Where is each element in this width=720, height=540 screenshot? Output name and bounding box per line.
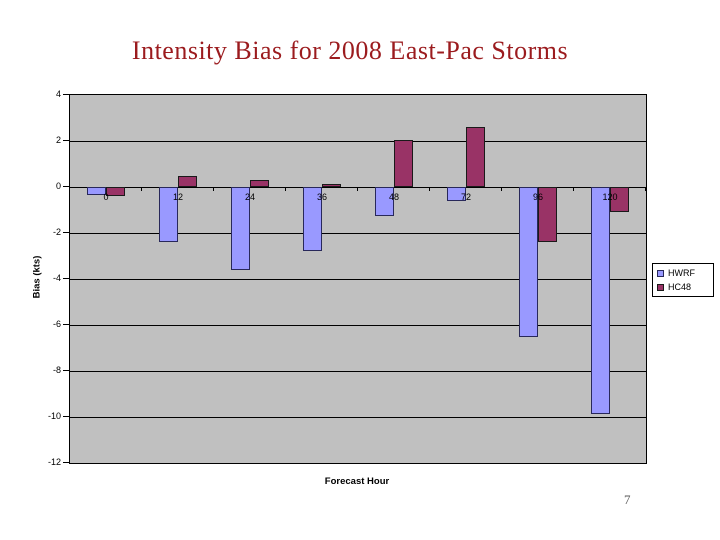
x-tick-label: 96 bbox=[532, 192, 543, 202]
y-tick-label: -12 bbox=[47, 457, 61, 467]
x-tick-label: 36 bbox=[316, 192, 327, 202]
y-tick-label: 4 bbox=[55, 89, 61, 99]
chart-legend: HWRF HC48 bbox=[652, 263, 714, 297]
y-axis-tick bbox=[63, 278, 69, 279]
hc48-swatch-icon bbox=[657, 284, 664, 291]
bar-hc48-12 bbox=[178, 175, 197, 187]
x-axis-tick bbox=[285, 187, 286, 191]
bar-hwrf-48 bbox=[375, 187, 394, 216]
x-axis-tick bbox=[573, 187, 574, 191]
legend-label: HWRF bbox=[668, 268, 695, 278]
bar-hwrf-0 bbox=[87, 187, 106, 196]
bar-hc48-96 bbox=[538, 187, 557, 243]
gridline bbox=[70, 141, 646, 142]
y-axis-tick bbox=[63, 94, 69, 95]
y-tick-label: 2 bbox=[55, 135, 61, 145]
x-tick-label: 72 bbox=[460, 192, 471, 202]
bar-hwrf-96 bbox=[519, 187, 538, 337]
legend-item-hc48: HC48 bbox=[657, 282, 711, 293]
gridline bbox=[70, 187, 646, 188]
x-axis-tick bbox=[429, 187, 430, 191]
gridline bbox=[70, 417, 646, 418]
y-axis-tick bbox=[63, 140, 69, 141]
y-tick-label: -10 bbox=[47, 411, 61, 421]
bar-hc48-24 bbox=[250, 180, 269, 187]
bar-hc48-48 bbox=[394, 139, 413, 187]
x-axis-tick bbox=[501, 187, 502, 191]
y-axis-tick bbox=[63, 186, 69, 187]
bar-hwrf-36 bbox=[303, 187, 322, 252]
bar-hwrf-120 bbox=[591, 187, 610, 414]
x-axis-tick bbox=[69, 187, 70, 191]
x-axis-tick bbox=[357, 187, 358, 191]
gridline bbox=[70, 325, 646, 326]
x-tick-label: 0 bbox=[103, 192, 109, 202]
bar-hwrf-72 bbox=[447, 187, 466, 201]
x-tick-label: 12 bbox=[172, 192, 183, 202]
bar-hc48-72 bbox=[466, 127, 485, 187]
x-tick-label: 48 bbox=[388, 192, 399, 202]
x-axis-title: Forecast Hour bbox=[324, 476, 390, 487]
bar-hc48-0 bbox=[106, 187, 125, 197]
hwrf-swatch-icon bbox=[657, 270, 664, 277]
x-axis-tick bbox=[213, 187, 214, 191]
y-axis-tick bbox=[63, 324, 69, 325]
y-axis-tick bbox=[63, 462, 69, 463]
y-tick-label: -8 bbox=[52, 365, 61, 375]
x-tick-label: 120 bbox=[602, 192, 618, 202]
gridline bbox=[70, 233, 646, 234]
bar-hc48-36 bbox=[322, 183, 341, 187]
y-tick-label: -4 bbox=[52, 273, 61, 283]
y-axis-tick bbox=[63, 416, 69, 417]
plot-area: 0 12 24 36 48 72 96 120 bbox=[69, 94, 647, 464]
gridline bbox=[70, 371, 646, 372]
y-axis-tick bbox=[63, 370, 69, 371]
gridline bbox=[70, 279, 646, 280]
y-axis-tick bbox=[63, 232, 69, 233]
y-tick-label: -6 bbox=[52, 319, 61, 329]
bar-hwrf-24 bbox=[231, 187, 250, 270]
bar-hwrf-12 bbox=[159, 187, 178, 243]
y-tick-label: -2 bbox=[52, 227, 61, 237]
page-number: 7 bbox=[624, 492, 631, 507]
bar-hc48-120 bbox=[610, 187, 629, 213]
x-axis-tick bbox=[645, 187, 646, 191]
legend-item-hwrf: HWRF bbox=[657, 268, 711, 279]
y-tick-label: 0 bbox=[55, 181, 61, 191]
legend-label: HC48 bbox=[668, 282, 692, 292]
page-title: Intensity Bias for 2008 East-Pac Storms bbox=[131, 36, 569, 65]
x-axis-tick bbox=[141, 187, 142, 191]
x-tick-label: 24 bbox=[244, 192, 255, 202]
